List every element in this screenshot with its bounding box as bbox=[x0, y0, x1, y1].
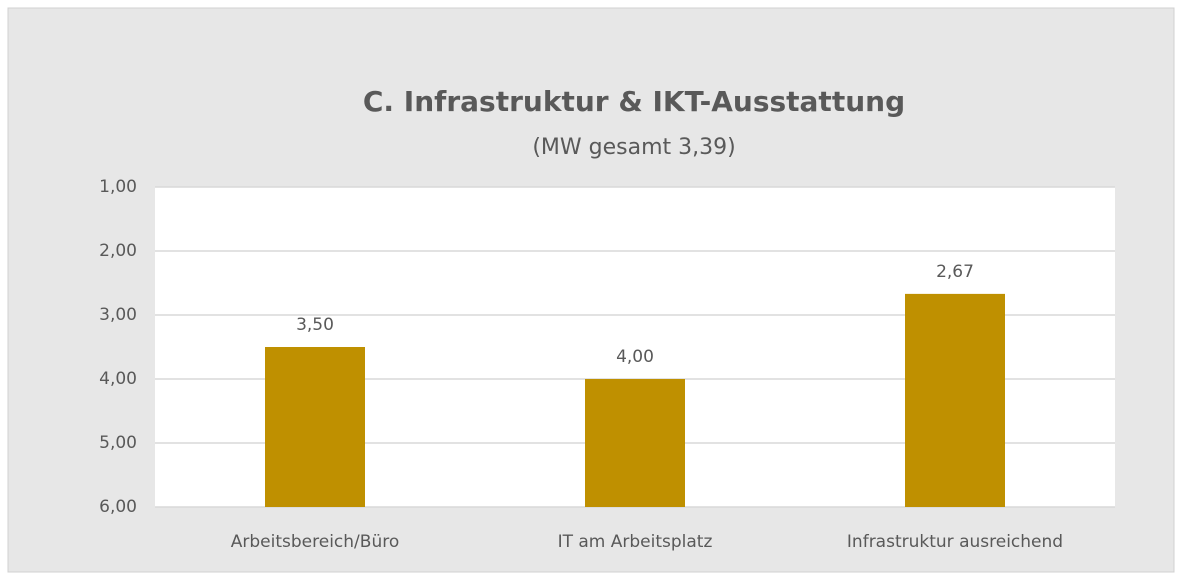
x-tick-label: IT am Arbeitsplatz bbox=[558, 532, 713, 552]
y-tick-label: 5,00 bbox=[99, 433, 137, 453]
y-tick-label: 6,00 bbox=[99, 497, 137, 517]
x-tick-label: Arbeitsbereich/Büro bbox=[231, 532, 399, 552]
data-label: 3,50 bbox=[296, 315, 334, 335]
y-tick-label: 2,00 bbox=[99, 241, 137, 261]
x-tick-label: Infrastruktur ausreichend bbox=[847, 532, 1063, 552]
chart-title: C. Infrastruktur & IKT-Ausstattung bbox=[363, 85, 905, 118]
y-tick-label: 1,00 bbox=[99, 177, 137, 197]
data-label: 2,67 bbox=[936, 262, 974, 282]
y-tick-label: 3,00 bbox=[99, 305, 137, 325]
bar bbox=[585, 379, 685, 507]
chart-subtitle: (MW gesamt 3,39) bbox=[532, 135, 735, 160]
data-label: 4,00 bbox=[616, 347, 654, 367]
y-tick-label: 4,00 bbox=[99, 369, 137, 389]
bar bbox=[265, 347, 365, 507]
bar bbox=[905, 293, 1005, 507]
